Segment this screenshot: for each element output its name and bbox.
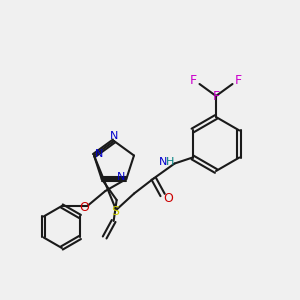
Text: N: N bbox=[110, 130, 118, 141]
Text: O: O bbox=[163, 191, 173, 205]
Text: N: N bbox=[95, 149, 103, 159]
Text: F: F bbox=[212, 89, 220, 103]
Text: F: F bbox=[190, 74, 197, 88]
Text: S: S bbox=[112, 205, 119, 218]
Text: H: H bbox=[166, 157, 174, 167]
Text: O: O bbox=[80, 201, 89, 214]
Text: F: F bbox=[235, 74, 242, 88]
Text: N: N bbox=[159, 157, 167, 167]
Text: N: N bbox=[117, 172, 125, 182]
